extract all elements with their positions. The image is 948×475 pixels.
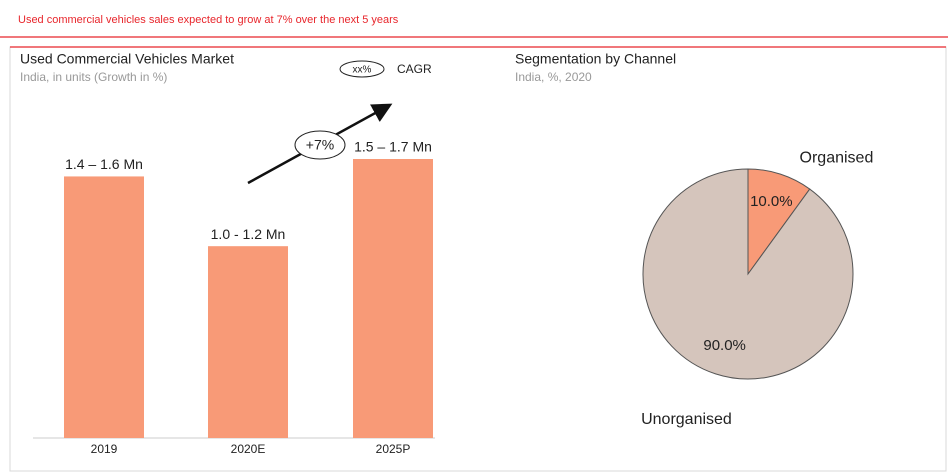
bar [64, 176, 144, 438]
category-label: Unorganised [641, 411, 732, 428]
pie-subtitle: India, %, 2020 [515, 70, 592, 84]
bar-subtitle: India, in units (Growth in %) [20, 70, 167, 84]
value-label: 90.0% [703, 337, 746, 354]
value-label: 10.0% [750, 193, 793, 210]
category-label: Organised [800, 149, 874, 166]
legend-symbol-text: xx% [353, 65, 372, 76]
legend-label: CAGR [397, 62, 432, 76]
x-tick-label: 2020E [231, 442, 266, 456]
header-title: Used commercial vehicles sales expected … [18, 14, 399, 26]
bar [208, 246, 288, 438]
pie-slice [642, 168, 854, 380]
value-label: 1.0 - 1.2 Mn [211, 226, 286, 242]
cagr-badge [294, 130, 346, 160]
x-tick-label: 2025P [376, 442, 411, 456]
value-label: 1.5 – 1.7 Mn [354, 139, 432, 155]
x-tick-label: 2019 [91, 442, 118, 456]
value-label: 1.4 – 1.6 Mn [65, 156, 143, 172]
bar-title: Used Commercial Vehicles Market [20, 51, 234, 67]
cagr-text: +7% [306, 137, 334, 153]
pie-title: Segmentation by Channel [515, 51, 676, 67]
bar [353, 159, 433, 438]
legend-symbol [339, 60, 385, 78]
